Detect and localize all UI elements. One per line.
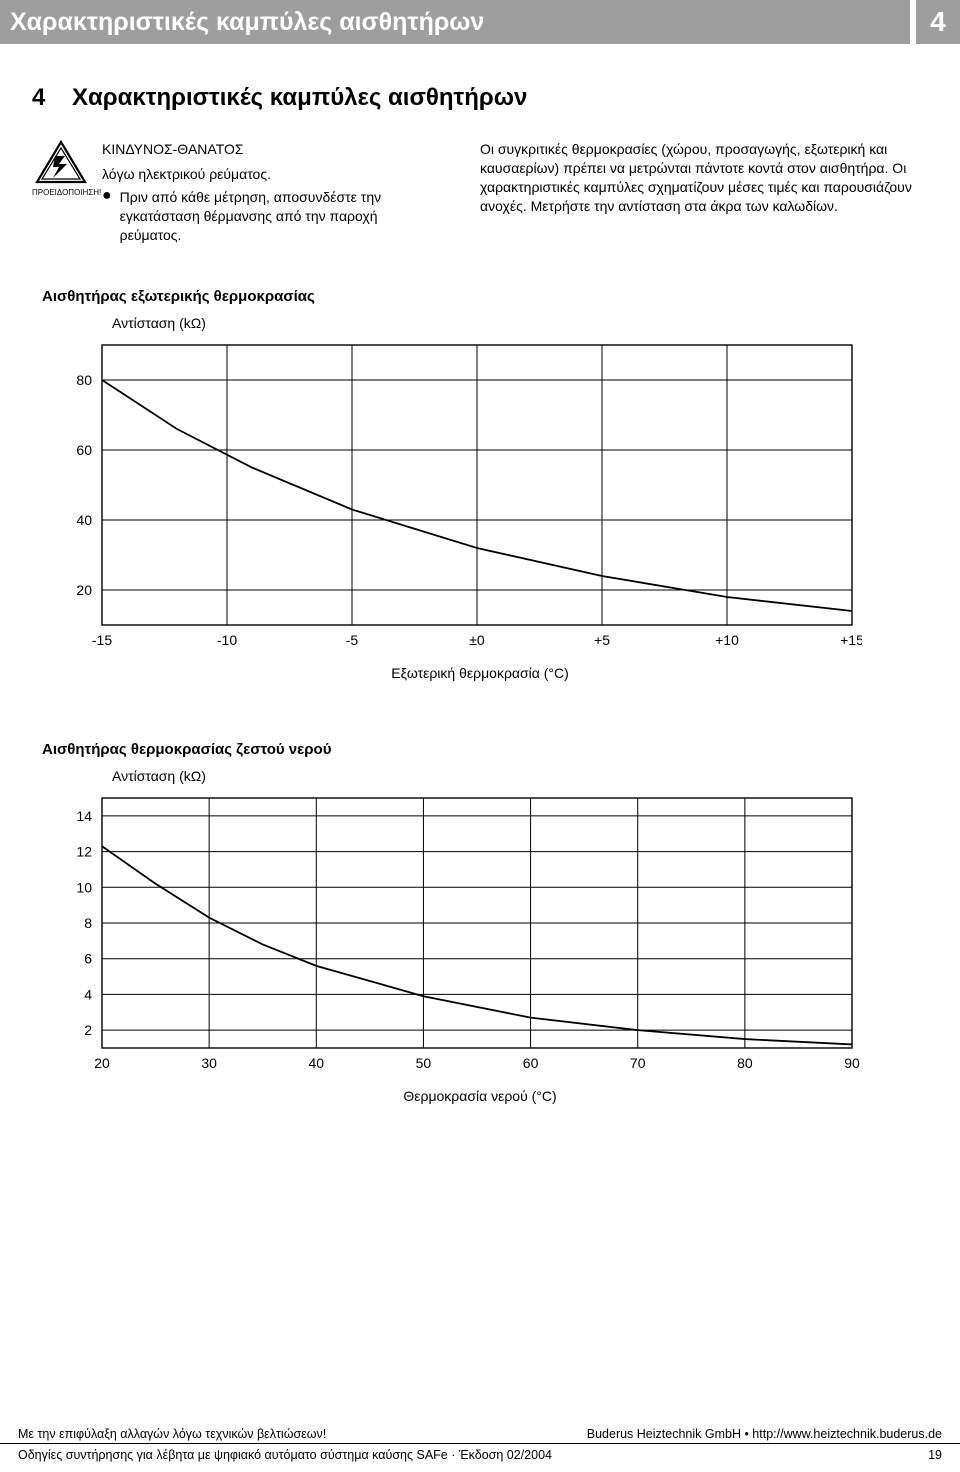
svg-text:80: 80 (737, 1055, 753, 1071)
chart1-title: Αισθητήρας εξωτερικής θερμοκρασίας (42, 288, 928, 305)
svg-text:±0: ±0 (469, 632, 485, 648)
svg-text:30: 30 (201, 1055, 217, 1071)
chart2-xlabel: Θερμοκρασία νερού (°C) (32, 1088, 928, 1104)
warning-title: ΚΙΝΔΥΝΟΣ-ΘΑΝΑΤΟΣ (102, 140, 432, 159)
chart1-svg: 80 60 40 20 -15 -10 -5 ±0 +5 +10 +15 (32, 335, 862, 665)
svg-text:12: 12 (76, 844, 92, 860)
page-header: Χαρακτηριστικές καμπύλες αισθητήρων 4 (0, 0, 960, 44)
page-content: 4Χαρακτηριστικές καμπύλες αισθητήρων ΠΡΟ… (0, 44, 960, 1104)
svg-text:6: 6 (84, 951, 92, 967)
warning-line1: λόγω ηλεκτρικού ρεύματος. (102, 165, 432, 184)
intro-columns: ΠΡΟΕΙΔΟΠΟΙΗΣΗ! ΚΙΝΔΥΝΟΣ-ΘΑΝΑΤΟΣ λόγω ηλε… (32, 140, 928, 244)
svg-text:80: 80 (76, 372, 92, 388)
section-heading: 4Χαρακτηριστικές καμπύλες αισθητήρων (32, 84, 928, 112)
description-column: Οι συγκριτικές θερμοκρασίες (χώρου, προσ… (480, 140, 928, 244)
bullet-icon: ● (102, 188, 112, 245)
chart2-svg: 14 12 10 8 6 4 220 30 40 50 60 70 80 90 (32, 788, 862, 1088)
svg-text:10: 10 (76, 880, 92, 896)
svg-text:-5: -5 (346, 632, 359, 648)
chart2-ylabel: Αντίσταση (kΩ) (112, 768, 928, 784)
warning-column: ΠΡΟΕΙΔΟΠΟΙΗΣΗ! ΚΙΝΔΥΝΟΣ-ΘΑΝΑΤΟΣ λόγω ηλε… (32, 140, 432, 244)
svg-text:+15: +15 (840, 632, 862, 648)
warning-bullet: ● Πριν από κάθε μέτρηση, αποσυνδέστε την… (102, 188, 432, 245)
svg-text:4: 4 (84, 987, 92, 1003)
svg-text:40: 40 (76, 512, 92, 528)
svg-text:20: 20 (94, 1055, 110, 1071)
svg-text:-10: -10 (217, 632, 237, 648)
svg-text:20: 20 (76, 582, 92, 598)
svg-text:90: 90 (844, 1055, 860, 1071)
svg-text:70: 70 (630, 1055, 646, 1071)
warning-triangle-icon (35, 140, 87, 186)
chart1-block: Αισθητήρας εξωτερικής θερμοκρασίας Αντίσ… (32, 288, 928, 681)
footer-disclaimer: Με την επιφύλαξη αλλαγών λόγω τεχνικών β… (18, 1427, 326, 1441)
svg-text:+10: +10 (715, 632, 739, 648)
header-chapter-number: 4 (916, 0, 960, 44)
svg-text:2: 2 (84, 1023, 92, 1039)
svg-text:40: 40 (308, 1055, 324, 1071)
warning-bullet-text: Πριν από κάθε μέτρηση, αποσυνδέστε την ε… (120, 188, 432, 245)
svg-text:-15: -15 (92, 632, 112, 648)
description-paragraph: Οι συγκριτικές θερμοκρασίες (χώρου, προσ… (480, 140, 928, 216)
svg-text:8: 8 (84, 915, 92, 931)
chart2-title: Αισθητήρας θερμοκρασίας ζεστού νερού (42, 741, 928, 758)
chart1-xlabel: Εξωτερική θερμοκρασία (°C) (32, 665, 928, 681)
chart1-ylabel: Αντίσταση (kΩ) (112, 315, 928, 331)
svg-text:50: 50 (416, 1055, 432, 1071)
section-number: 4 (32, 84, 72, 112)
footer-doc-title: Οδηγίες συντήρησης για λέβητα με ψηφιακό… (18, 1448, 552, 1462)
warning-text: ΚΙΝΔΥΝΟΣ-ΘΑΝΑΤΟΣ λόγω ηλεκτρικού ρεύματο… (102, 140, 432, 244)
page-footer: Με την επιφύλαξη αλλαγών λόγω τεχνικών β… (0, 1427, 960, 1472)
header-title: Χαρακτηριστικές καμπύλες αισθητήρων (0, 0, 910, 44)
footer-company: Buderus Heiztechnik GmbH • http://www.he… (587, 1427, 942, 1441)
footer-page-number: 19 (928, 1448, 942, 1462)
warning-icon-cell: ΠΡΟΕΙΔΟΠΟΙΗΣΗ! (32, 140, 90, 244)
svg-text:60: 60 (76, 442, 92, 458)
svg-text:+5: +5 (594, 632, 610, 648)
svg-text:60: 60 (523, 1055, 539, 1071)
chart2-block: Αισθητήρας θερμοκρασίας ζεστού νερού Αντ… (32, 741, 928, 1104)
svg-text:14: 14 (76, 808, 92, 824)
warning-icon-label: ΠΡΟΕΙΔΟΠΟΙΗΣΗ! (32, 188, 101, 197)
section-title: Χαρακτηριστικές καμπύλες αισθητήρων (72, 84, 527, 111)
